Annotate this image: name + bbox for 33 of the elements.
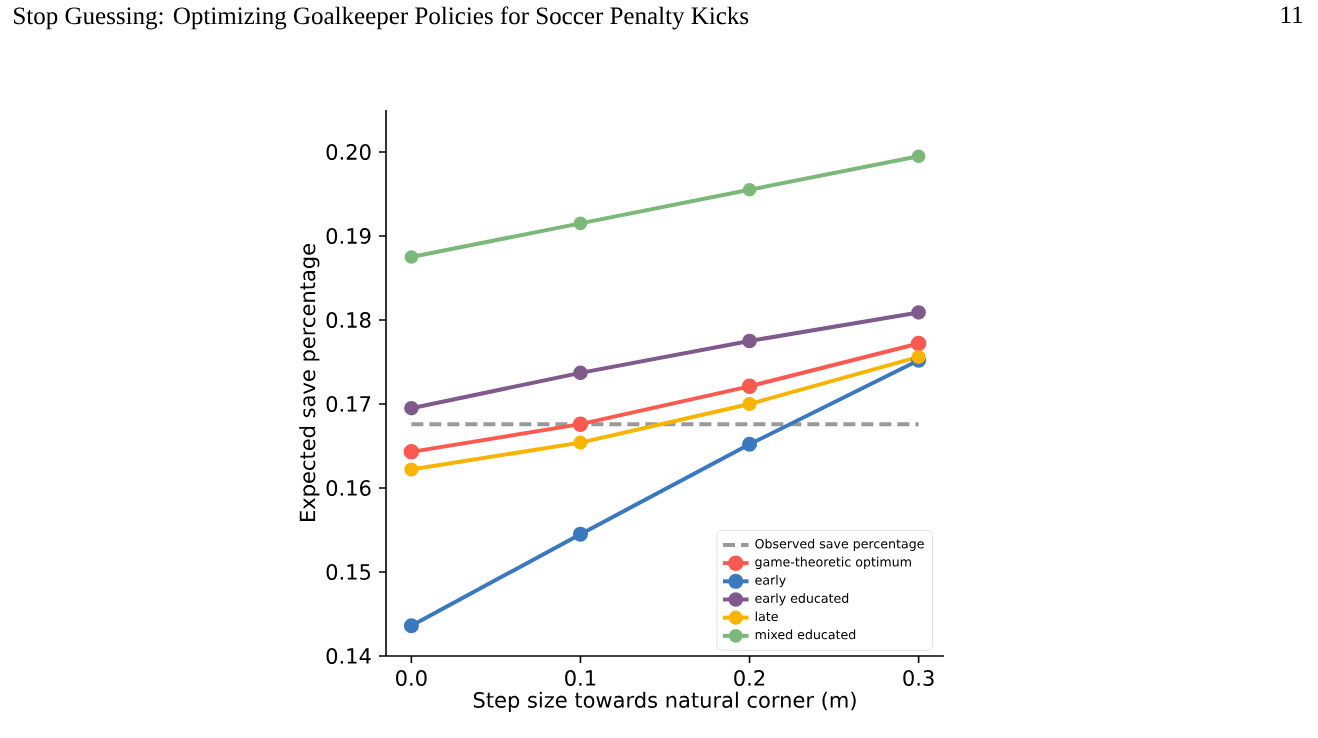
x-tick-label: 0.0 <box>396 670 427 686</box>
y-tick-label: 0.16 <box>326 480 371 496</box>
point <box>573 435 588 450</box>
point <box>573 365 588 381</box>
point <box>742 436 758 452</box>
x-tick-label: 0.1 <box>565 670 596 686</box>
y-tick-label: 0.18 <box>326 312 371 328</box>
point <box>404 462 419 477</box>
point <box>742 182 757 197</box>
point <box>403 444 420 460</box>
point <box>572 526 588 542</box>
y-tick-label: 0.20 <box>326 144 371 160</box>
point <box>572 416 589 432</box>
point <box>404 400 419 416</box>
text: 11 <box>1281 6 1303 23</box>
point <box>573 216 588 231</box>
point <box>911 149 926 163</box>
point <box>910 335 927 352</box>
y-axis-title: Expected save percentage <box>299 244 320 521</box>
y-tick-label: 0.17 <box>326 396 371 412</box>
y-tick-label: 0.14 <box>326 648 371 664</box>
x-axis-title: Step size towards natural corner (m) <box>473 691 856 712</box>
point <box>403 618 419 634</box>
y-tick-label: 0.15 <box>326 564 371 580</box>
x-tick-label: 0.2 <box>734 670 765 686</box>
y-tick-label: 0.19 <box>326 228 371 244</box>
chart-title: Stop Guessing: Optimizing Goalkeeper Policies for Soccer Penalty Kicks <box>14 6 749 30</box>
point <box>742 333 757 349</box>
point <box>911 305 926 320</box>
point <box>741 378 758 395</box>
x-tick-label: 0.3 <box>903 670 934 686</box>
point <box>404 250 419 264</box>
point <box>742 396 757 412</box>
